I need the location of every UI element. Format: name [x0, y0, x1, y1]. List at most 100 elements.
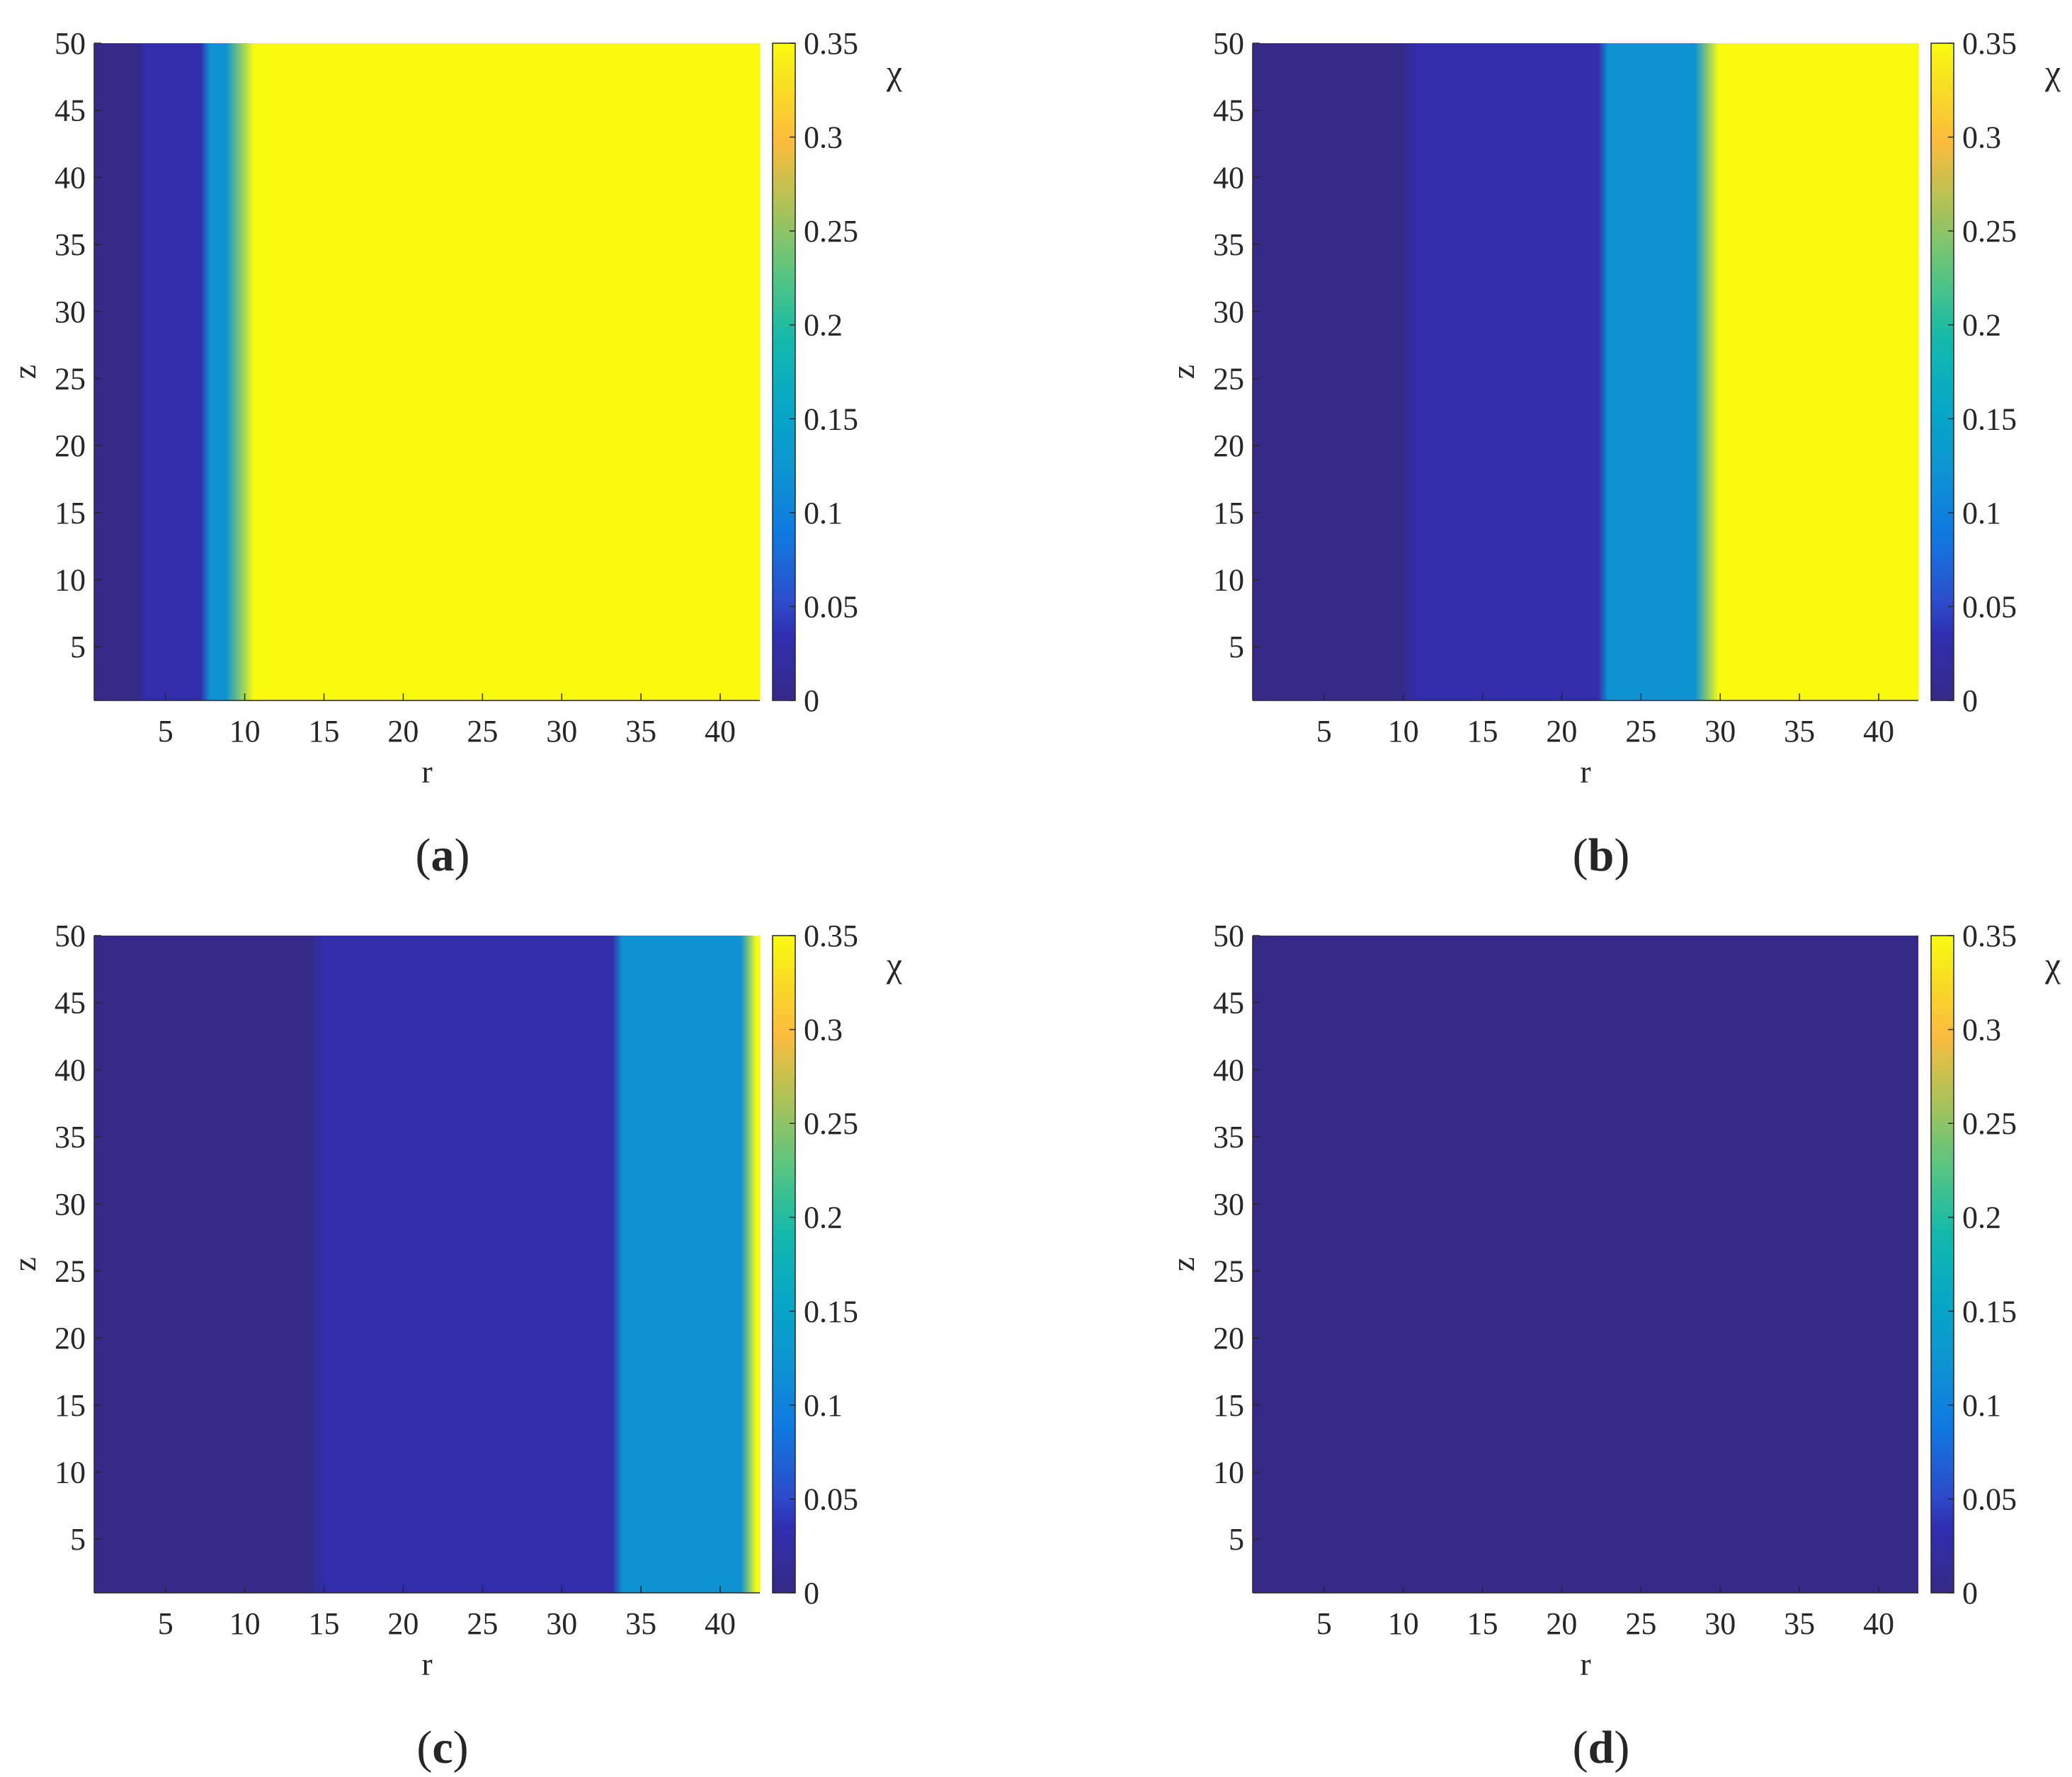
- x-tick-label: 25: [1625, 714, 1656, 749]
- y-tick-label: 15: [1213, 1388, 1244, 1423]
- y-tick-label: 15: [1213, 496, 1244, 530]
- x-tick-label: 5: [1316, 1606, 1332, 1641]
- y-tick-label: 5: [1229, 1522, 1244, 1557]
- colorbar-tick-label: 0.1: [804, 1388, 843, 1423]
- y-tick-label: 30: [55, 295, 86, 329]
- x-tick-label: 30: [1704, 1606, 1736, 1641]
- panel-label-letter: b: [1588, 829, 1615, 881]
- y-tick-label: 40: [1213, 1052, 1244, 1087]
- colorbar-tick-label: 0.1: [1962, 1388, 2001, 1423]
- colorbar-tick-label: 0.3: [804, 120, 843, 155]
- colorbar-tick-label: 0.05: [1962, 589, 2017, 624]
- y-tick-label: 10: [55, 563, 86, 598]
- x-tick-label: 10: [229, 1606, 261, 1641]
- x-tick-label: 10: [1388, 714, 1419, 749]
- colorbar-label: χ: [886, 945, 902, 984]
- colorbar-tick-label: 0.05: [804, 589, 858, 624]
- colorbar-tick-label: 0.1: [804, 496, 843, 530]
- colorbar-tick-label: 0.25: [1962, 214, 2017, 249]
- x-tick-label: 5: [158, 714, 173, 749]
- y-tick-label: 10: [1213, 1455, 1244, 1490]
- colorbar-tick-label: 0.25: [1962, 1106, 2017, 1141]
- colorbar-label: χ: [2044, 52, 2061, 92]
- colorbar-tick-label: 0.35: [1962, 26, 2017, 61]
- colorbar-tick-label: 0: [1962, 683, 1978, 718]
- heatmap-field: [1253, 936, 1918, 1593]
- y-tick-label: 25: [55, 1254, 86, 1288]
- y-axis-label: z: [1165, 365, 1201, 379]
- y-axis-label: z: [6, 1257, 42, 1271]
- y-tick-label: 5: [70, 1522, 86, 1557]
- x-tick-label: 25: [467, 714, 498, 749]
- colorbar: [772, 42, 796, 701]
- colorbar-tick-label: 0.25: [804, 1106, 858, 1141]
- colorbar: [772, 935, 796, 1594]
- y-tick-label: 35: [55, 1120, 86, 1154]
- panel-b: 5 10 15 20 25 30 35 40 5 10 15 20 25 30 35 40 45 50 r z 0 0.0…: [1165, 26, 2061, 881]
- x-tick-label: 35: [625, 714, 656, 749]
- colorbar-tick-label: 0.15: [1962, 1294, 2017, 1329]
- colorbar-tick-label: 0.3: [1962, 1013, 2001, 1048]
- y-tick-label: 25: [1213, 361, 1244, 396]
- y-tick-label: 25: [1213, 1254, 1244, 1288]
- y-tick-label: 50: [1213, 919, 1244, 953]
- x-tick-label: 20: [1546, 714, 1577, 749]
- panel-c: 5 10 15 20 25 30 35 40 5 10 15 20 25 30 35 40 45 50 r z 0 0.0…: [6, 919, 902, 1773]
- y-tick-label: 45: [55, 986, 86, 1021]
- heatmap-field: [1253, 43, 1918, 700]
- y-tick-label: 20: [1213, 1321, 1244, 1356]
- y-tick-label: 35: [1213, 227, 1244, 262]
- y-tick-label: 45: [1213, 93, 1244, 128]
- y-tick-label: 40: [1213, 160, 1244, 195]
- x-tick-label: 15: [1467, 1606, 1498, 1641]
- y-tick-label: 15: [55, 1388, 86, 1423]
- colorbar: [1930, 42, 1954, 701]
- x-tick-label: 10: [1388, 1606, 1419, 1641]
- colorbar-tick-label: 0.35: [804, 26, 858, 61]
- y-tick-label: 45: [1213, 986, 1244, 1021]
- colorbar-label: χ: [2044, 945, 2061, 984]
- x-tick-label: 35: [1784, 714, 1815, 749]
- panel-label: (c): [416, 1722, 468, 1773]
- colorbar-tick-label: 0.15: [804, 1294, 858, 1329]
- y-tick-label: 5: [70, 630, 86, 664]
- y-tick-label: 20: [55, 1321, 86, 1356]
- panel-label-letter: c: [432, 1722, 452, 1773]
- colorbar-tick-label: 0: [804, 683, 819, 718]
- panel-label: (a): [416, 829, 470, 881]
- y-tick-label: 35: [1213, 1120, 1244, 1154]
- y-tick-label: 10: [1213, 563, 1244, 598]
- colorbar-tick-label: 0: [804, 1576, 819, 1611]
- colorbar-tick-label: 0.2: [804, 1200, 843, 1235]
- y-tick-label: 20: [1213, 428, 1244, 463]
- x-tick-label: 15: [1467, 714, 1498, 749]
- x-tick-label: 40: [1863, 714, 1894, 749]
- colorbar-tick-label: 0.15: [1962, 402, 2017, 436]
- x-axis-label: r: [421, 754, 432, 790]
- x-tick-label: 35: [625, 1606, 656, 1641]
- colorbar-tick-label: 0: [1962, 1576, 1978, 1611]
- x-tick-label: 40: [705, 714, 736, 749]
- x-tick-label: 10: [229, 714, 261, 749]
- colorbar-tick-label: 0.05: [1962, 1482, 2017, 1516]
- colorbar-tick-label: 0.25: [804, 214, 858, 249]
- colorbar-tick-label: 0.15: [804, 402, 858, 436]
- x-tick-label: 25: [467, 1606, 498, 1641]
- colorbar-label: χ: [886, 52, 902, 92]
- panel-d: 5 10 15 20 25 30 35 40 5 10 15 20 25 30 35 40 45 50 r z 0 0.0…: [1165, 919, 2061, 1773]
- y-tick-label: 5: [1229, 630, 1244, 664]
- y-tick-label: 50: [55, 919, 86, 953]
- x-tick-label: 20: [387, 1606, 419, 1641]
- y-tick-label: 15: [55, 496, 86, 530]
- colorbar-tick-label: 0.2: [1962, 308, 2001, 343]
- x-axis-label: r: [1580, 754, 1590, 790]
- heatmap-field: [94, 43, 760, 700]
- y-tick-label: 30: [1213, 295, 1244, 329]
- colorbar-tick-label: 0.2: [804, 308, 843, 343]
- x-axis-label: r: [421, 1646, 432, 1682]
- x-tick-label: 15: [309, 1606, 340, 1641]
- panel-a: 5 10 15 20 25 30 35 40 5 10 15 20 25 30 35 40 45 50 r z 0 0.0…: [6, 26, 902, 881]
- panel-label: (b): [1573, 829, 1630, 881]
- x-tick-label: 30: [546, 1606, 577, 1641]
